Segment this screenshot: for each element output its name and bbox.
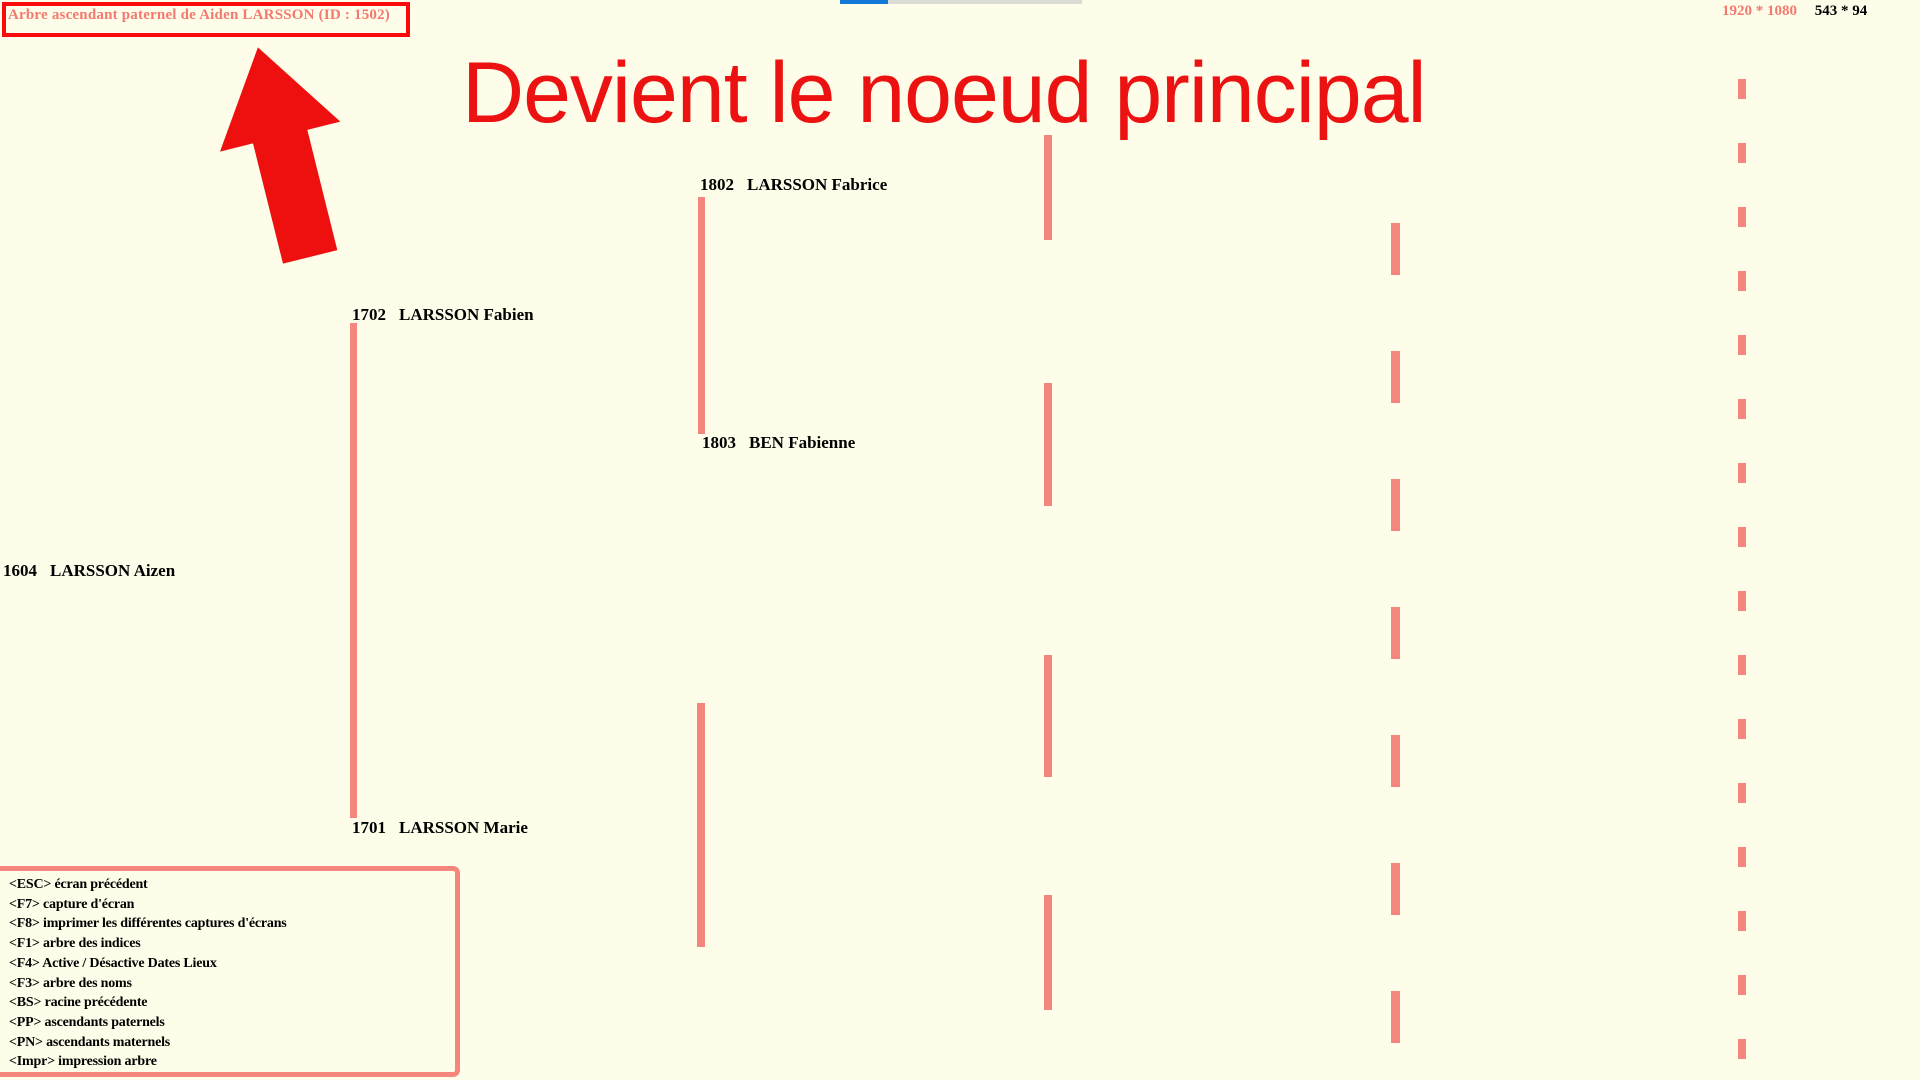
shortcut-impr: <Impr> impression arbre <box>9 1054 157 1070</box>
shortcut-pp: <PP> ascendants paternels <box>9 1014 165 1030</box>
tree-dashed-line-gen5 <box>1391 223 1400 1044</box>
shortcut-pn: <PN> ascendants maternels <box>9 1034 171 1050</box>
shortcut-f8: <F8> imprimer les différentes captures d… <box>9 916 287 932</box>
person-node-1803[interactable]: 1803 BEN Fabienne <box>702 433 855 453</box>
size-readouts: 1920 * 1080 543 * 94 <box>1722 3 1867 20</box>
person-node-1802[interactable]: 1802 LARSSON Fabrice <box>700 175 887 195</box>
annotation-arrow-icon <box>220 47 341 264</box>
tree-title: Arbre ascendant paternel de Aiden LARSSO… <box>8 7 390 23</box>
annotation-caption: Devient le noeud principal <box>462 45 1427 141</box>
person-name: LARSSON Marie <box>399 818 528 837</box>
shortcut-f3: <F3> arbre des noms <box>9 975 132 991</box>
tree-dashed-line-gen6 <box>1738 79 1746 1060</box>
person-id: 1802 <box>700 175 734 194</box>
shortcut-f7: <F7> capture d'écran <box>9 896 135 912</box>
selection-size-value: 543 * 94 <box>1814 3 1868 19</box>
person-node-1702[interactable]: 1702 LARSSON Fabien <box>352 305 534 325</box>
screen-resolution-value: 1920 * 1080 <box>1722 3 1797 19</box>
person-name: LARSSON Fabrice <box>747 175 888 194</box>
person-name: BEN Fabienne <box>749 433 856 452</box>
shortcuts-legend-box: <ESC> écran précédent <F7> capture d'écr… <box>0 866 460 1077</box>
tree-line-gen4-segment <box>1044 655 1052 777</box>
progress-bar-fill <box>840 0 888 4</box>
person-node-1604[interactable]: 1604 LARSSON Aizen <box>3 561 175 581</box>
shortcut-esc: <ESC> écran précédent <box>9 877 148 892</box>
shortcut-f1: <F1> arbre des indices <box>9 936 141 952</box>
person-id: 1803 <box>702 433 736 452</box>
tree-line-gen4-segment <box>1044 383 1052 506</box>
tree-line-1802-1803 <box>698 197 705 434</box>
person-id: 1702 <box>352 305 386 324</box>
shortcut-bs: <BS> racine précédente <box>9 995 148 1011</box>
person-id: 1604 <box>3 561 37 580</box>
tree-line-lower-center <box>697 703 705 947</box>
video-progress-bar[interactable] <box>840 0 1082 4</box>
tree-line-gen4-segment <box>1044 135 1052 240</box>
person-id: 1701 <box>352 818 386 837</box>
person-node-1701[interactable]: 1701 LARSSON Marie <box>352 818 528 838</box>
tree-line-1702-1701 <box>350 323 357 818</box>
shortcut-f4: <F4> Active / Désactive Dates Lieux <box>9 955 217 971</box>
tree-line-gen4-segment <box>1044 895 1052 1010</box>
person-name: LARSSON Fabien <box>399 305 534 324</box>
person-name: LARSSON Aizen <box>50 561 176 580</box>
tree-title-highlight-box: Arbre ascendant paternel de Aiden LARSSO… <box>2 2 410 37</box>
progress-bar-track <box>888 0 1082 4</box>
